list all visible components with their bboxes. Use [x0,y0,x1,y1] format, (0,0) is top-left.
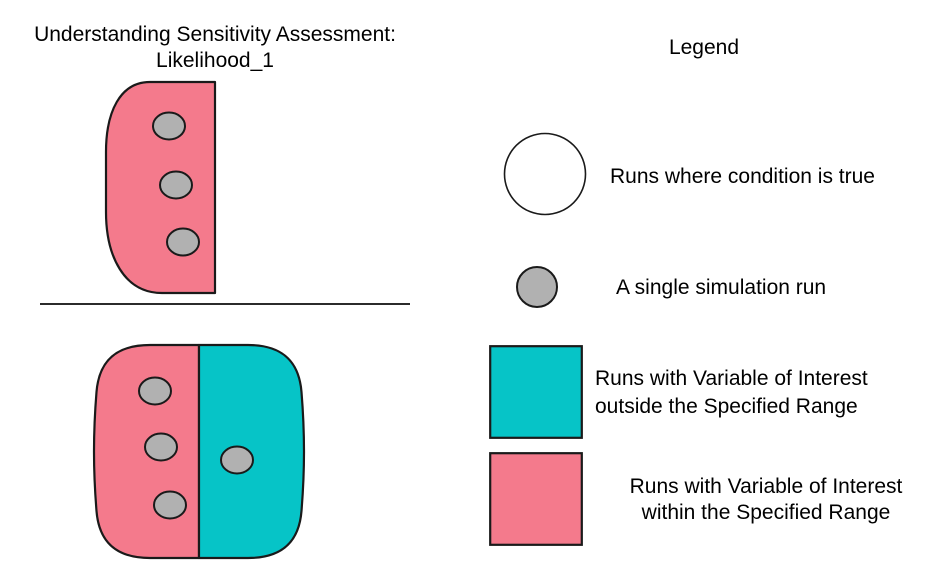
page-title-line2: Likelihood_1 [156,49,274,72]
simulation-run-dot [159,170,193,200]
outside-range-square-icon [489,345,583,439]
within-range-square-icon [489,452,583,546]
page-title-line1: Understanding Sensitivity Assessment: [34,23,396,46]
simulation-run-circle-icon [516,266,558,308]
gray-circle-swatch [516,266,558,308]
simulation-run-dot [220,445,254,475]
bottom-region-teal-half [197,343,306,560]
legend-label-within-line2: within the Specified Range [641,501,891,524]
simulation-run-dot [152,111,186,141]
simulation-run-dot [153,490,187,520]
condition-true-circle-icon [503,132,587,216]
white-circle-swatch [503,132,587,216]
simulation-run-dot [138,376,172,406]
legend-label-within-line1: Runs with Variable of Interest [629,475,903,498]
teal-square-swatch [489,345,583,439]
simulation-run-dot [144,432,178,462]
sensitivity-diagram [40,80,410,560]
pink-square-swatch [489,452,583,546]
legend-label-single-run: A single simulation run [616,276,827,299]
legend-label-outside-range: Runs with Variable of Interest outside t… [595,365,935,421]
page-title: Understanding Sensitivity Assessment: Li… [0,22,430,74]
legend-label-within-range: Runs with Variable of Interest within th… [598,474,934,526]
legend-heading: Legend [668,36,740,59]
simulation-run-dot [166,227,200,257]
legend-label-condition-true: Runs where condition is true [610,165,875,188]
legend-label-outside-line2: outside the Specified Range [595,395,858,418]
legend-label-outside-line1: Runs with Variable of Interest [595,367,868,390]
